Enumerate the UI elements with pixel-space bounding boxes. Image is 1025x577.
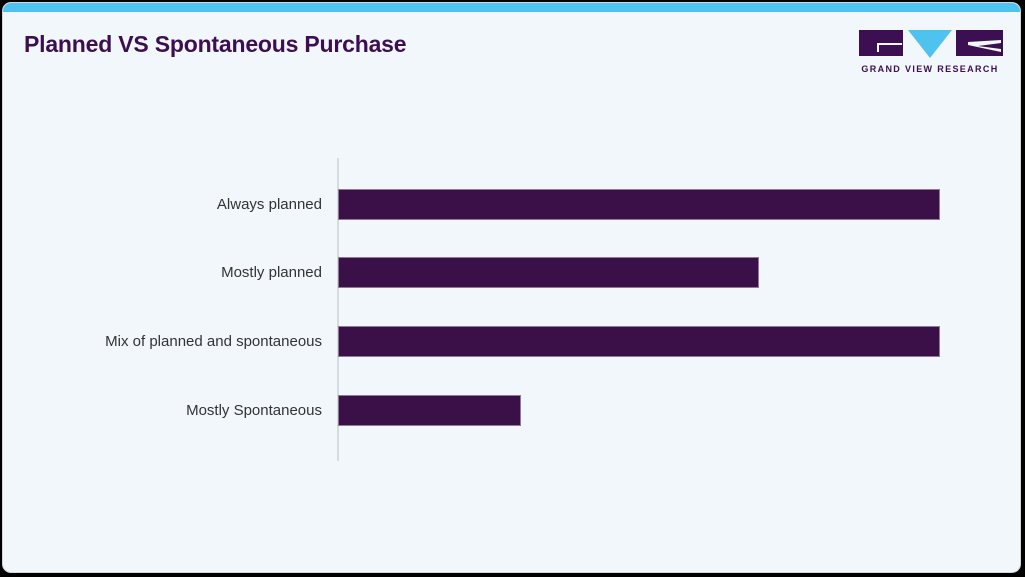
bar-category-label: Mostly Spontaneous xyxy=(186,402,322,419)
bar-row: Always planned xyxy=(3,189,1020,220)
page-title: Planned VS Spontaneous Purchase xyxy=(24,31,407,57)
logo-g-block-icon xyxy=(859,30,903,56)
top-accent-bar xyxy=(3,3,1020,12)
logo-wordmark: GRAND VIEW RESEARCH xyxy=(861,64,999,74)
bar-always-planned xyxy=(338,189,940,220)
bar-chart-plot: Always planned Mostly planned Mix of pla… xyxy=(3,3,1020,572)
bar-category-label: Mostly planned xyxy=(221,264,322,281)
bar-mostly-spontaneous xyxy=(338,395,521,426)
bar-category-label: Always planned xyxy=(216,196,322,213)
bar-row: Mostly planned xyxy=(3,257,1020,288)
bar-mix-planned-spontaneous xyxy=(338,326,940,357)
logo-v-triangle-icon xyxy=(908,30,952,58)
grand-view-research-logo: GRAND VIEW RESEARCH xyxy=(856,28,1004,80)
logo-r-block-icon xyxy=(956,30,1003,56)
logo-g-notch-icon xyxy=(877,43,902,52)
logo-r-slash-icon xyxy=(968,40,1001,52)
bar-row: Mix of planned and spontaneous xyxy=(3,326,1020,357)
bar-category-label: Mix of planned and spontaneous xyxy=(105,333,322,350)
logo-monogram xyxy=(856,28,1004,58)
bar-mostly-planned xyxy=(338,257,760,288)
bar-row: Mostly Spontaneous xyxy=(3,395,1020,426)
y-axis-line xyxy=(337,158,339,461)
